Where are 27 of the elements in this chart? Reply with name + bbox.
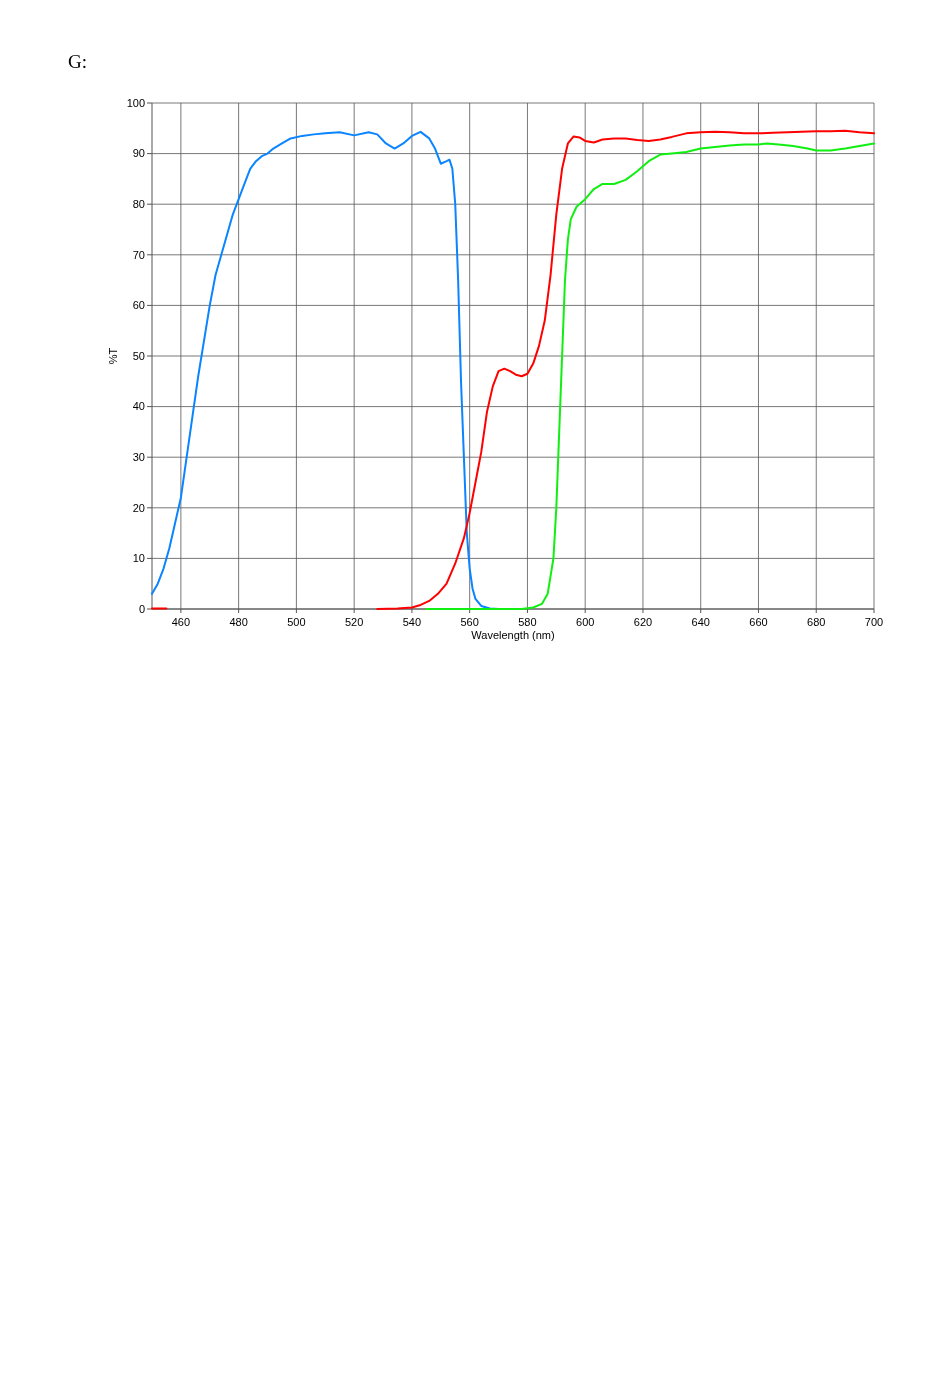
y-tick-label: 80 <box>132 198 145 211</box>
x-tick-label: 500 <box>287 616 306 628</box>
y-axis-title: %T <box>107 347 119 365</box>
y-tick-label: 0 <box>138 602 145 615</box>
y-tick-label: 70 <box>132 248 145 261</box>
y-tick-label: 20 <box>132 501 145 514</box>
chart-title: G: <box>68 51 87 72</box>
x-axis-title: Wavelength (nm) <box>471 629 555 641</box>
x-tick-label: 520 <box>344 616 364 628</box>
x-tick-label: 540 <box>402 616 422 628</box>
x-tick-label: 620 <box>633 616 653 628</box>
x-tick-label: 480 <box>229 616 248 628</box>
x-tick-label: 600 <box>576 616 595 628</box>
y-tick-label: 100 <box>126 96 145 109</box>
y-tick-label: 10 <box>132 552 145 565</box>
y-tick-label: 60 <box>132 299 145 312</box>
x-tick-label: 460 <box>171 616 191 628</box>
x-tick-label: 560 <box>460 616 479 628</box>
y-tick-label: 30 <box>132 451 145 464</box>
y-tick-label: 40 <box>132 400 145 413</box>
y-tick-label: 90 <box>132 147 145 160</box>
x-tick-label: 660 <box>749 616 768 628</box>
x-tick-label: 640 <box>691 616 710 628</box>
x-tick-label: 700 <box>864 616 884 628</box>
y-tick-label: 50 <box>132 349 145 362</box>
x-tick-label: 680 <box>807 616 826 628</box>
x-tick-label: 580 <box>518 616 537 628</box>
